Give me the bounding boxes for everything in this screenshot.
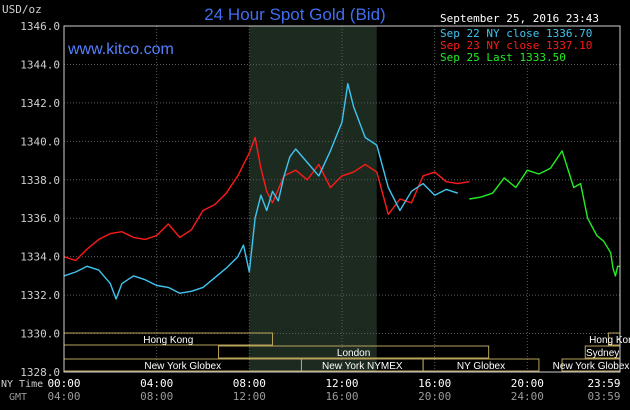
x-tick-gmt-3: 16:00 (325, 390, 358, 403)
y-tick-label-1: 1330.0 (20, 328, 60, 341)
x-tick-ny-1: 04:00 (140, 377, 173, 390)
y-tick-label-3: 1334.0 (20, 251, 60, 264)
y-tick-label-9: 1346.0 (20, 20, 60, 33)
highlight-band (249, 26, 377, 372)
x-tick-ny-4: 16:00 (418, 377, 451, 390)
x-tick-labels: 00:00 04:00 08:00 12:00 16:00 20:00 23:5904:00… (47, 377, 620, 403)
y-tick-label-7: 1342.0 (20, 97, 60, 110)
x-primary-caption: NY Time (1, 379, 43, 390)
y-tick-label-2: 1332.0 (20, 289, 60, 302)
x-tick-gmt-0: 04:00 (47, 390, 80, 403)
x-secondary-caption: GMT (9, 392, 27, 403)
session-label-1: London (337, 348, 370, 359)
session-label-3: New York NYMEX (322, 361, 403, 372)
x-tick-ny-3: 12:00 (325, 377, 358, 390)
unit-label: USD/oz (2, 3, 42, 16)
y-tick-label-0: 1328.0 (20, 366, 60, 379)
series-group (63, 82, 620, 300)
legend-item-2: Sep 25 Last 1333.50 (440, 51, 566, 64)
session-bar-1 (218, 345, 490, 359)
series-line-0 (63, 82, 459, 300)
session-label-6: Sydney (586, 348, 619, 359)
y-tick-labels: 1328.0 1330.0 1332.0 1334.0 1336.0 1338.0 1340… (20, 20, 60, 379)
timestamp: September 25, 2016 23:43 (440, 12, 599, 25)
x-tick-gmt-2: 12:00 (233, 390, 266, 403)
chart-title: 24 Hour Spot Gold (Bid) (204, 5, 385, 24)
session-bar-4 (422, 358, 540, 372)
session-label-2: New York Globex (144, 361, 221, 372)
x-tick-gmt-4: 20:00 (418, 390, 451, 403)
series-line-2 (469, 150, 620, 277)
session-label-7: New York Globex (553, 361, 630, 372)
x-tick-gmt-1: 08:00 (140, 390, 173, 403)
legend-item-1: Sep 23 NY close 1337.10 (440, 39, 592, 52)
x-tick-ny-6: 23:59 (587, 377, 620, 390)
y-tick-label-5: 1338.0 (20, 174, 60, 187)
x-tick-gmt-6: 03:59 (587, 390, 620, 403)
x-tick-ny-5: 20:00 (511, 377, 544, 390)
y-tick-label-4: 1336.0 (20, 212, 60, 225)
series-line-1 (63, 136, 470, 262)
watermark: www.kitco.com (67, 41, 174, 58)
y-tick-label-6: 1340.0 (20, 135, 60, 148)
y-tick-label-8: 1344.0 (20, 58, 60, 71)
session-label-5: Hong Kong (589, 335, 630, 346)
plot-frame (63, 25, 621, 373)
legend-item-0: Sep 22 NY close 1336.70 (440, 27, 592, 40)
legend: Sep 22 NY close 1336.70 Sep 23 NY close … (440, 27, 592, 64)
session-label-0: Hong Kong (143, 335, 193, 346)
x-tick-ny-0: 00:00 (47, 377, 80, 390)
session-label-4: NY Globex (457, 361, 505, 372)
x-tick-gmt-5: 24:00 (511, 390, 544, 403)
x-tick-ny-2: 08:00 (233, 377, 266, 390)
